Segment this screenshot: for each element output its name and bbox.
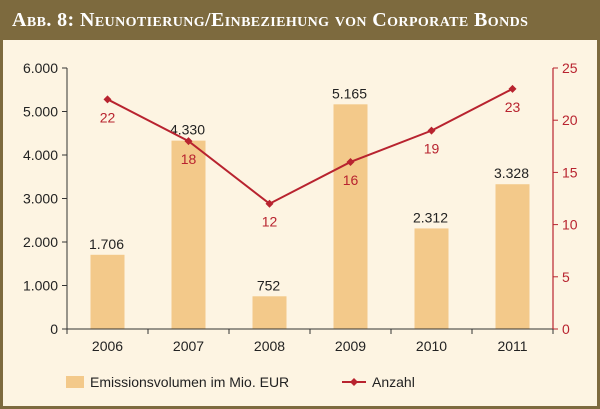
title-bar: Abb. 8: Neunotierung/Einbeziehung von Co… xyxy=(3,3,597,40)
bar-2007 xyxy=(171,140,206,329)
y-right-tick-label: 20 xyxy=(562,112,578,128)
x-tick-label: 2006 xyxy=(92,338,123,354)
bar-value-label: 2.312 xyxy=(413,209,448,225)
bar-value-label: 5.165 xyxy=(332,85,367,101)
bar-value-label: 3.328 xyxy=(494,165,529,181)
line-value-label: 16 xyxy=(343,172,359,188)
chart-title: Abb. 8: Neunotierung/Einbeziehung von Co… xyxy=(12,9,529,31)
y-left-tick-label: 2.000 xyxy=(23,234,58,250)
y-left-tick-label: 1.000 xyxy=(23,278,58,294)
legend-line-marker xyxy=(350,378,358,386)
y-right-tick-label: 5 xyxy=(562,269,570,285)
line-value-label: 12 xyxy=(262,214,278,230)
x-tick-label: 2011 xyxy=(497,338,527,354)
anzahl-marker-2008 xyxy=(265,199,274,208)
anzahl-marker-2010 xyxy=(427,126,436,135)
bar-2008 xyxy=(252,296,287,329)
x-tick-label: 2010 xyxy=(416,338,447,354)
bar-2006 xyxy=(90,254,125,329)
line-value-label: 23 xyxy=(505,99,521,115)
y-left-tick-label: 5.000 xyxy=(23,104,58,120)
y-right-tick-label: 25 xyxy=(562,60,578,76)
anzahl-marker-2009 xyxy=(346,157,355,166)
y-right-tick-label: 10 xyxy=(562,217,578,233)
y-left-tick-label: 0 xyxy=(50,321,58,337)
x-tick-label: 2007 xyxy=(173,338,204,354)
x-tick-label: 2008 xyxy=(254,338,285,354)
anzahl-marker-2011 xyxy=(508,84,517,93)
bar-value-label: 1.706 xyxy=(89,236,124,252)
y-left-tick-label: 6.000 xyxy=(23,60,58,76)
line-value-label: 18 xyxy=(181,151,197,167)
y-left-tick-label: 3.000 xyxy=(23,191,58,207)
y-right-tick-label: 15 xyxy=(562,164,578,180)
line-value-label: 19 xyxy=(424,141,440,157)
legend-line-label: Anzahl xyxy=(372,374,415,390)
legend-bar-label: Emissionsvolumen im Mio. EUR xyxy=(90,374,289,390)
bar-value-label: 752 xyxy=(257,277,281,293)
bar-2009 xyxy=(333,104,368,329)
y-left-tick-label: 4.000 xyxy=(23,147,58,163)
anzahl-marker-2007 xyxy=(184,137,193,146)
anzahl-line xyxy=(107,87,513,205)
bar-value-label: 4.330 xyxy=(170,122,205,138)
x-tick-label: 2009 xyxy=(335,338,366,354)
anzahl-marker-2006 xyxy=(103,95,112,104)
bar-2010 xyxy=(414,228,449,329)
y-right-tick-label: 0 xyxy=(562,321,570,337)
legend-bar-swatch xyxy=(66,376,84,388)
line-value-label: 22 xyxy=(100,109,116,125)
bar-2011 xyxy=(495,184,530,329)
